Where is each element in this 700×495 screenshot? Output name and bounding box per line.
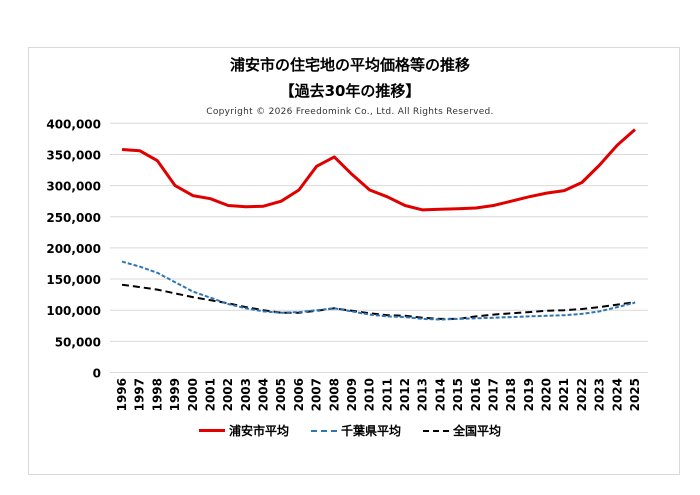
x-tick-label: 2025 <box>628 378 642 411</box>
legend-label: 浦安市平均 <box>228 424 289 438</box>
x-tick-label: 2015 <box>451 378 465 411</box>
x-tick-label: 2005 <box>274 378 288 411</box>
legend-item-chiba: 千葉県平均 <box>310 422 401 439</box>
x-tick-label: 2013 <box>416 378 430 411</box>
x-tick-label: 2020 <box>540 378 554 411</box>
x-tick-label: 2018 <box>504 378 518 411</box>
legend-swatch <box>198 429 225 432</box>
x-tick-label: 2004 <box>257 378 271 411</box>
legend-swatch <box>310 429 337 432</box>
x-tick-label: 1996 <box>115 378 129 411</box>
y-tick-label: 350,000 <box>46 148 101 162</box>
y-tick-label: 400,000 <box>46 117 101 131</box>
legend: 浦安市平均 千葉県平均 全国平均 <box>0 422 700 439</box>
x-tick-label: 2016 <box>469 378 483 411</box>
legend-item-national: 全国平均 <box>423 422 501 439</box>
x-tick-label: 2009 <box>345 378 359 411</box>
legend-item-urayasu: 浦安市平均 <box>198 422 289 439</box>
x-tick-label: 2023 <box>593 378 607 411</box>
x-tick-label: 1998 <box>150 378 164 411</box>
x-tick-label: 2024 <box>610 378 624 411</box>
x-tick-label: 2019 <box>522 378 536 411</box>
x-tick-label: 2011 <box>380 378 394 411</box>
x-tick-label: 2008 <box>327 378 341 411</box>
series-line-全国平均 <box>121 283 636 320</box>
series-line-浦安市平均 <box>121 128 636 212</box>
legend-label: 全国平均 <box>453 424 502 438</box>
y-tick-label: 100,000 <box>46 304 101 318</box>
x-tick-label: 2010 <box>363 378 377 411</box>
chart-title: 浦安市の住宅地の平均価格等の推移 <box>229 56 470 74</box>
x-tick-label: 2007 <box>310 378 324 411</box>
copyright-text: Copyright © 2026 Freedomink Co., Ltd. Al… <box>206 107 494 117</box>
legend-label: 千葉県平均 <box>340 424 401 438</box>
x-tick-label: 2002 <box>221 378 235 411</box>
y-tick-label: 200,000 <box>46 242 101 256</box>
x-tick-label: 2022 <box>575 378 589 411</box>
y-tick-label: 0 <box>93 367 101 381</box>
chart-card <box>28 47 680 475</box>
x-tick-label: 2003 <box>239 378 253 411</box>
x-tick-label: 1999 <box>168 378 182 411</box>
x-tick-label: 2014 <box>433 378 447 411</box>
y-tick-label: 300,000 <box>46 180 101 194</box>
y-tick-label: 50,000 <box>55 335 101 349</box>
x-tick-label: 1997 <box>133 378 147 411</box>
x-tick-label: 2012 <box>398 378 412 411</box>
x-tick-label: 2017 <box>486 378 500 411</box>
y-tick-label: 250,000 <box>46 211 101 225</box>
chart-subtitle: 【過去30年の推移】 <box>279 82 421 100</box>
y-tick-label: 150,000 <box>46 273 101 287</box>
x-tick-label: 2021 <box>557 378 571 411</box>
x-tick-label: 2000 <box>186 378 200 411</box>
legend-swatch <box>423 429 449 432</box>
x-tick-label: 2006 <box>292 378 306 411</box>
x-tick-label: 2001 <box>203 378 217 411</box>
series-line-千葉県平均 <box>121 260 636 321</box>
